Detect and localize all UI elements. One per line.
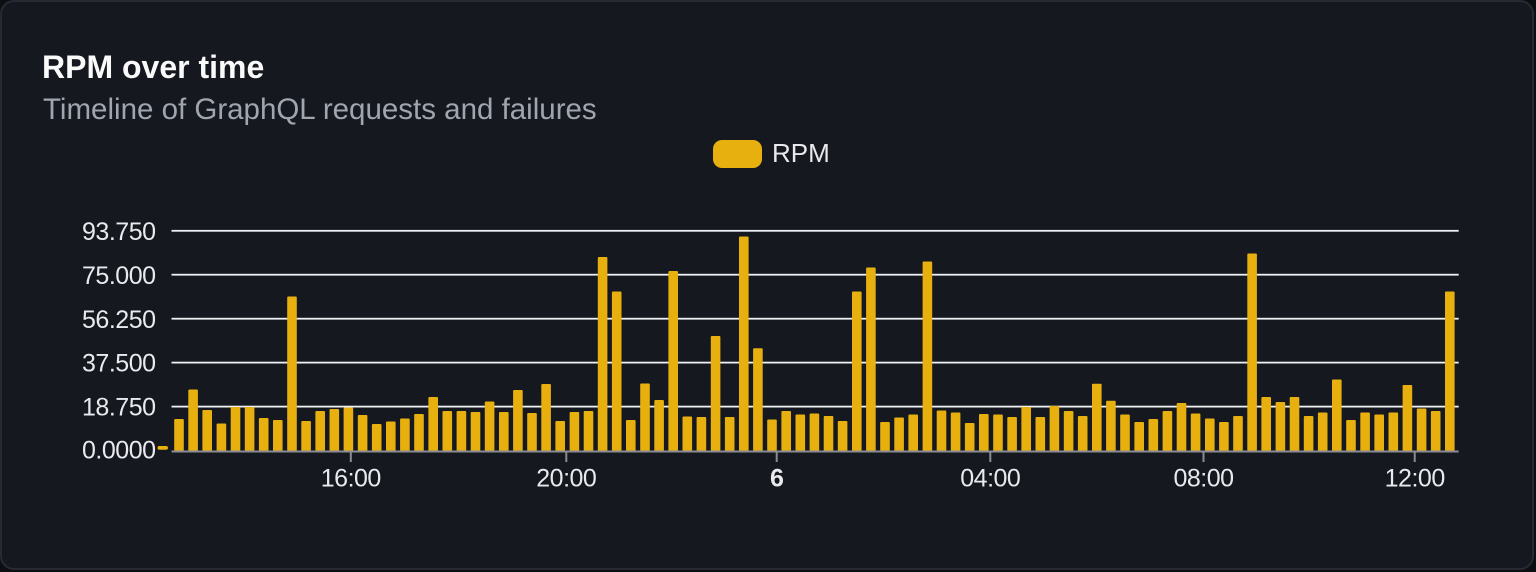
svg-text:04:00: 04:00 xyxy=(960,465,1020,493)
svg-text:20:00: 20:00 xyxy=(536,465,596,493)
svg-text:12:00: 12:00 xyxy=(1385,465,1445,493)
svg-text:56.250: 56.250 xyxy=(82,306,155,334)
svg-text:75.000: 75.000 xyxy=(82,262,155,290)
svg-text:37.500: 37.500 xyxy=(82,350,155,378)
svg-text:93.750: 93.750 xyxy=(82,218,155,246)
svg-text:16:00: 16:00 xyxy=(321,465,381,493)
svg-text:18.750: 18.750 xyxy=(82,394,155,422)
svg-text:0.0000: 0.0000 xyxy=(82,436,155,464)
svg-text:08:00: 08:00 xyxy=(1173,465,1233,493)
svg-text:6: 6 xyxy=(770,465,783,493)
